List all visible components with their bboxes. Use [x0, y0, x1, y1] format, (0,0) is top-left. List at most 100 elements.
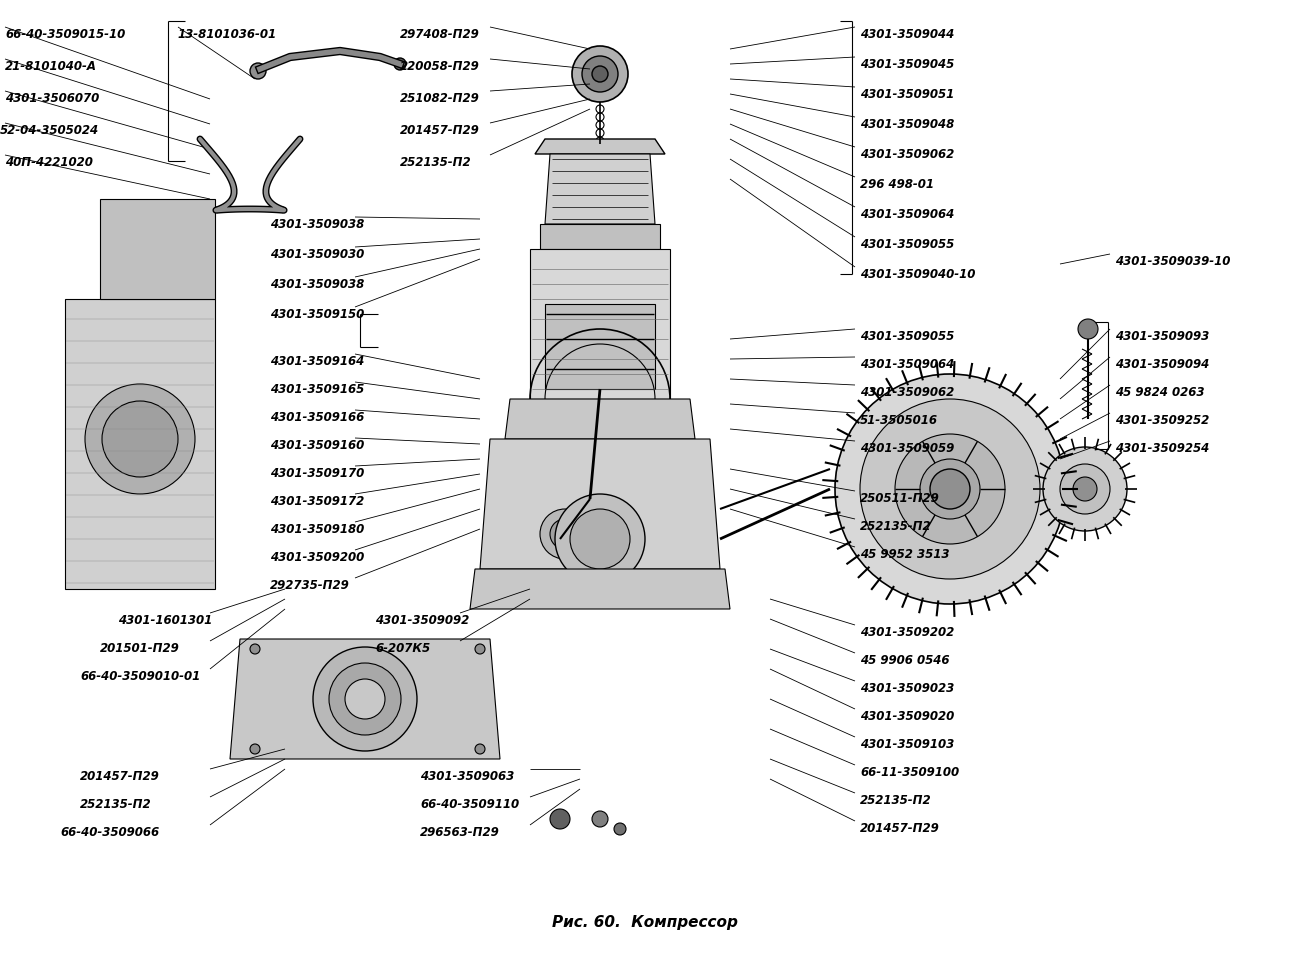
Circle shape — [541, 510, 590, 559]
Text: 4301-3509165: 4301-3509165 — [270, 383, 364, 395]
Text: 4301-3509252: 4301-3509252 — [1115, 414, 1209, 426]
Circle shape — [920, 459, 980, 519]
Circle shape — [930, 470, 970, 510]
Polygon shape — [230, 640, 501, 760]
Text: 4301-3509062: 4301-3509062 — [860, 148, 955, 161]
Text: 4301-3509166: 4301-3509166 — [270, 411, 364, 423]
Circle shape — [1060, 464, 1109, 515]
Text: 4301-3509048: 4301-3509048 — [860, 118, 955, 131]
Circle shape — [250, 644, 261, 654]
Polygon shape — [544, 304, 655, 390]
Text: 250511-П29: 250511-П29 — [860, 491, 939, 505]
Circle shape — [555, 494, 645, 584]
Polygon shape — [541, 225, 660, 250]
Text: 4301-3509030: 4301-3509030 — [270, 248, 364, 261]
Text: Рис. 60.  Компрессор: Рис. 60. Компрессор — [552, 914, 738, 929]
Text: 66-40-3509010-01: 66-40-3509010-01 — [80, 670, 200, 682]
Text: 201457-П29: 201457-П29 — [860, 821, 939, 834]
Text: 4301-3509164: 4301-3509164 — [270, 355, 364, 367]
Circle shape — [570, 510, 630, 570]
Text: 201501-П29: 201501-П29 — [101, 641, 179, 654]
Text: 4301-3509094: 4301-3509094 — [1115, 358, 1209, 370]
Text: 4301-3509093: 4301-3509093 — [1115, 329, 1209, 343]
Polygon shape — [64, 299, 215, 589]
Text: 4301-3509044: 4301-3509044 — [860, 28, 955, 41]
Text: 66-40-3509110: 66-40-3509110 — [421, 797, 519, 810]
Text: 4301-3509055: 4301-3509055 — [860, 329, 955, 343]
Polygon shape — [101, 200, 215, 299]
Text: 4301-3509040-10: 4301-3509040-10 — [860, 267, 975, 281]
Polygon shape — [544, 155, 655, 225]
Circle shape — [102, 401, 178, 478]
Circle shape — [895, 434, 1005, 545]
Circle shape — [550, 519, 580, 549]
Circle shape — [250, 64, 266, 79]
Circle shape — [835, 375, 1066, 605]
Text: 4301-3509039-10: 4301-3509039-10 — [1115, 255, 1231, 267]
Circle shape — [393, 59, 406, 71]
Text: 252135-П2: 252135-П2 — [860, 519, 931, 532]
Text: 66-11-3509100: 66-11-3509100 — [860, 766, 960, 778]
Circle shape — [571, 47, 628, 103]
Text: 45 9952 3513: 45 9952 3513 — [860, 547, 949, 560]
Circle shape — [1078, 320, 1098, 340]
Circle shape — [250, 744, 261, 754]
Polygon shape — [535, 140, 666, 155]
Text: 4301-3509170: 4301-3509170 — [270, 466, 364, 480]
Text: 201457-П29: 201457-П29 — [400, 124, 480, 137]
Text: 220058-П29: 220058-П29 — [400, 60, 480, 73]
Text: 252135-П2: 252135-П2 — [400, 156, 472, 169]
Text: 292735-П29: 292735-П29 — [270, 578, 350, 591]
Text: 4301-3509064: 4301-3509064 — [860, 358, 955, 370]
Text: 4301-3506070: 4301-3506070 — [5, 92, 99, 105]
Polygon shape — [504, 399, 695, 440]
Circle shape — [329, 664, 401, 735]
Text: 4301-3509064: 4301-3509064 — [860, 207, 955, 221]
Text: 13-8101036-01: 13-8101036-01 — [178, 28, 277, 41]
Text: 21-8101040-А: 21-8101040-А — [5, 60, 97, 73]
Text: 251082-П29: 251082-П29 — [400, 92, 480, 105]
Text: 4301-3509150: 4301-3509150 — [270, 308, 364, 321]
Polygon shape — [530, 250, 670, 399]
Text: 4301-3509051: 4301-3509051 — [860, 88, 955, 101]
Text: 4301-3509160: 4301-3509160 — [270, 439, 364, 452]
Text: 6-207К5: 6-207К5 — [375, 641, 430, 654]
Text: 4301-3509055: 4301-3509055 — [860, 237, 955, 251]
Text: 4301-3509103: 4301-3509103 — [860, 737, 955, 750]
Text: 4301-3509200: 4301-3509200 — [270, 550, 364, 563]
Circle shape — [313, 647, 417, 751]
Text: 296563-П29: 296563-П29 — [421, 826, 499, 838]
Text: 51-3505016: 51-3505016 — [860, 414, 938, 426]
Text: 201457-П29: 201457-П29 — [80, 769, 160, 782]
Circle shape — [1073, 478, 1096, 502]
Circle shape — [582, 57, 618, 93]
Circle shape — [860, 399, 1040, 579]
Text: 45 9824 0263: 45 9824 0263 — [1115, 386, 1205, 398]
Circle shape — [550, 809, 570, 829]
Text: 252135-П2: 252135-П2 — [860, 794, 931, 806]
Text: 4301-1601301: 4301-1601301 — [117, 613, 213, 626]
Circle shape — [592, 811, 608, 828]
Circle shape — [475, 744, 485, 754]
Text: 4301-3509063: 4301-3509063 — [421, 769, 515, 782]
Text: 45 9906 0546: 45 9906 0546 — [860, 653, 949, 667]
Polygon shape — [470, 570, 730, 610]
Text: 4301-3509180: 4301-3509180 — [270, 522, 364, 536]
Text: 4301-3509062: 4301-3509062 — [860, 386, 955, 398]
Text: 40П-4221020: 40П-4221020 — [5, 156, 93, 169]
Text: 4301-3509045: 4301-3509045 — [860, 58, 955, 71]
Text: 66-40-3509066: 66-40-3509066 — [61, 826, 159, 838]
Text: 4301-3509038: 4301-3509038 — [270, 218, 364, 231]
Text: 296 498-01: 296 498-01 — [860, 178, 934, 191]
Text: 4301-3509202: 4301-3509202 — [860, 625, 955, 639]
Text: 4301-3509020: 4301-3509020 — [860, 709, 955, 722]
Text: 52-04-3505024: 52-04-3505024 — [0, 124, 99, 137]
Text: 297408-П29: 297408-П29 — [400, 28, 480, 41]
Text: 4301-3509254: 4301-3509254 — [1115, 442, 1209, 454]
Text: 252135-П2: 252135-П2 — [80, 797, 152, 810]
Circle shape — [938, 478, 962, 502]
Circle shape — [475, 644, 485, 654]
Text: 4301-3509172: 4301-3509172 — [270, 494, 364, 508]
Polygon shape — [480, 440, 720, 570]
Text: 4301-3509059: 4301-3509059 — [860, 442, 955, 454]
